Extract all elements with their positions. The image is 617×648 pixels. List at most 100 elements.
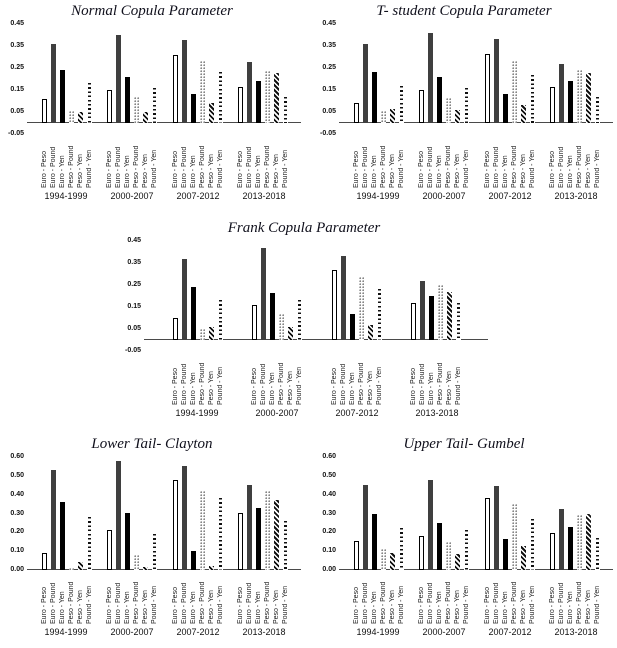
category-label-group-2007-2012: Euro - Peso Euro - Pound Euro - Yen Peso - … (331, 353, 383, 405)
y-axis-tick-label: 0.25 (322, 64, 336, 71)
category-label: Euro - Yen (371, 155, 379, 188)
category-label: Peso - Yen (142, 154, 150, 188)
bar-euro-yen (567, 81, 573, 123)
category-label: Peso - Pound (133, 581, 141, 624)
bar-euro-peso (354, 541, 360, 570)
category-label-row: Euro - Peso Euro - Pound Euro - Yen Peso - … (144, 353, 490, 405)
bar-peso-yen (208, 103, 214, 123)
bar-euro-pound (428, 480, 434, 570)
y-axis-tick-label: 0.25 (127, 281, 141, 288)
bar-euro-yen (191, 287, 197, 340)
category-label: Peso - Yen (287, 371, 295, 405)
chart-frank: Frank Copula Parameter 0.45 0.35 0.25 0.15 0.… (118, 219, 490, 422)
period-label: 1994-1999 (175, 408, 219, 418)
category-label: Euro - Peso (236, 587, 244, 624)
category-label: Pound - Yen (151, 149, 159, 188)
bar-peso-yen (367, 325, 373, 340)
bar-group-2000-2007 (107, 35, 158, 134)
bar-euro-yen (125, 77, 131, 123)
category-label: Pound - Yen (86, 149, 94, 188)
bar-euro-pound (558, 64, 564, 123)
category-label: Euro - Yen (124, 591, 132, 624)
category-label: Pound - Yen (398, 149, 406, 188)
period-label-row: 1994-1999 2000-2007 2007-2012 2013-2018 (144, 408, 490, 422)
bar-euro-peso (42, 99, 48, 123)
category-label: Peso - Pound (575, 581, 583, 624)
bar-euro-yen (437, 523, 443, 570)
plot-and-labels: Euro - Peso Euro - Pound Euro - Yen Peso - … (339, 457, 615, 641)
bar-pound-yen (455, 303, 461, 340)
bar-euro-peso (42, 553, 48, 570)
plot-area (339, 24, 615, 134)
category-label: Peso - Yen (584, 154, 592, 188)
category-label: Euro - Pound (362, 146, 370, 188)
category-label: Pound - Yen (463, 585, 471, 624)
bar-peso-pound (199, 491, 205, 570)
bar-peso-yen (273, 500, 279, 570)
bar-pound-yen (529, 519, 535, 570)
y-axis-tick-label: 0.45 (127, 237, 141, 244)
category-label: Euro - Yen (190, 372, 198, 405)
category-label: Pound - Yen (463, 149, 471, 188)
bar-euro-pound (261, 248, 267, 340)
bar-euro-pound (51, 470, 57, 570)
category-label: Peso - Yen (454, 154, 462, 188)
bar-peso-yen (455, 554, 461, 570)
category-label: Pound - Yen (398, 585, 406, 624)
category-label: Euro - Yen (254, 155, 262, 188)
category-label: Euro - Yen (124, 155, 132, 188)
period-label: 2007-2012 (488, 627, 532, 637)
category-label: Euro - Peso (418, 151, 426, 188)
y-axis: 0.45 0.35 0.25 0.15 0.05 -0.05 (1, 20, 27, 142)
category-label: Euro - Pound (50, 582, 58, 624)
bar-euro-pound (246, 485, 252, 570)
bar-euro-peso (484, 54, 490, 123)
category-label-row: Euro - Peso Euro - Pound Euro - Yen Peso - … (27, 572, 303, 624)
y-axis-tick-label: 0.15 (127, 303, 141, 310)
category-label-group-2013-2018: Euro - Peso Euro - Pound Euro - Yen Peso - … (549, 136, 601, 188)
bar-euro-yen (190, 94, 196, 123)
category-label: Peso - Yen (272, 590, 280, 624)
category-label: Peso - Yen (77, 154, 85, 188)
category-label: Peso - Pound (198, 581, 206, 624)
category-label-group-1994-1999: Euro - Peso Euro - Pound Euro - Yen Peso - … (353, 136, 406, 188)
category-label: Peso - Yen (208, 371, 216, 405)
bar-euro-pound (493, 39, 499, 123)
bar-group-2000-2007 (107, 461, 158, 570)
chart-body: 0.45 0.35 0.25 0.15 0.05 -0.05 Euro - Peso Euro… (313, 20, 615, 205)
category-label: Peso - Yen (77, 590, 85, 624)
category-label: Euro - Peso (548, 587, 556, 624)
category-label-row: Euro - Peso Euro - Pound Euro - Yen Peso - … (339, 136, 615, 188)
y-axis-tick-label: 0.35 (10, 42, 24, 49)
bar-euro-yen (502, 539, 508, 570)
bar-peso-yen (78, 562, 84, 570)
category-label: Peso - Pound (278, 362, 286, 405)
period-label: 1994-1999 (356, 191, 400, 201)
category-label: Peso - Pound (510, 581, 518, 624)
category-label: Pound - Yen (151, 585, 159, 624)
bar-peso-yen (209, 327, 215, 340)
bar-euro-pound (182, 259, 188, 340)
y-axis: 0.45 0.35 0.25 0.15 0.05 -0.05 (313, 20, 339, 142)
category-label-group-2013-2018: Euro - Peso Euro - Pound Euro - Yen Peso - … (237, 136, 289, 188)
period-label-row: 1994-1999 2000-2007 2007-2012 2013-2018 (27, 627, 303, 641)
bar-pound-yen (529, 75, 535, 123)
period-label: 2000-2007 (255, 408, 299, 418)
plot-area (27, 24, 303, 134)
category-label: Euro - Pound (557, 146, 565, 188)
bar-peso-pound (264, 491, 270, 570)
period-label: 2000-2007 (422, 627, 466, 637)
category-label: Peso - Pound (575, 145, 583, 188)
category-label-row: Euro - Peso Euro - Pound Euro - Yen Peso - … (27, 136, 303, 188)
category-label: Euro - Yen (501, 155, 509, 188)
category-label: Euro - Pound (418, 363, 426, 405)
y-axis-tick-label: 0.05 (10, 108, 24, 115)
bar-peso-yen (288, 327, 294, 340)
bar-euro-yen (502, 94, 508, 123)
bar-euro-yen (567, 527, 573, 570)
bar-group-2013-2018 (237, 62, 288, 134)
chart-body: 0.45 0.35 0.25 0.15 0.05 -0.05 Euro - Peso Euro… (118, 237, 490, 422)
category-label: Peso - Pound (445, 145, 453, 188)
bar-euro-yen (60, 502, 66, 570)
